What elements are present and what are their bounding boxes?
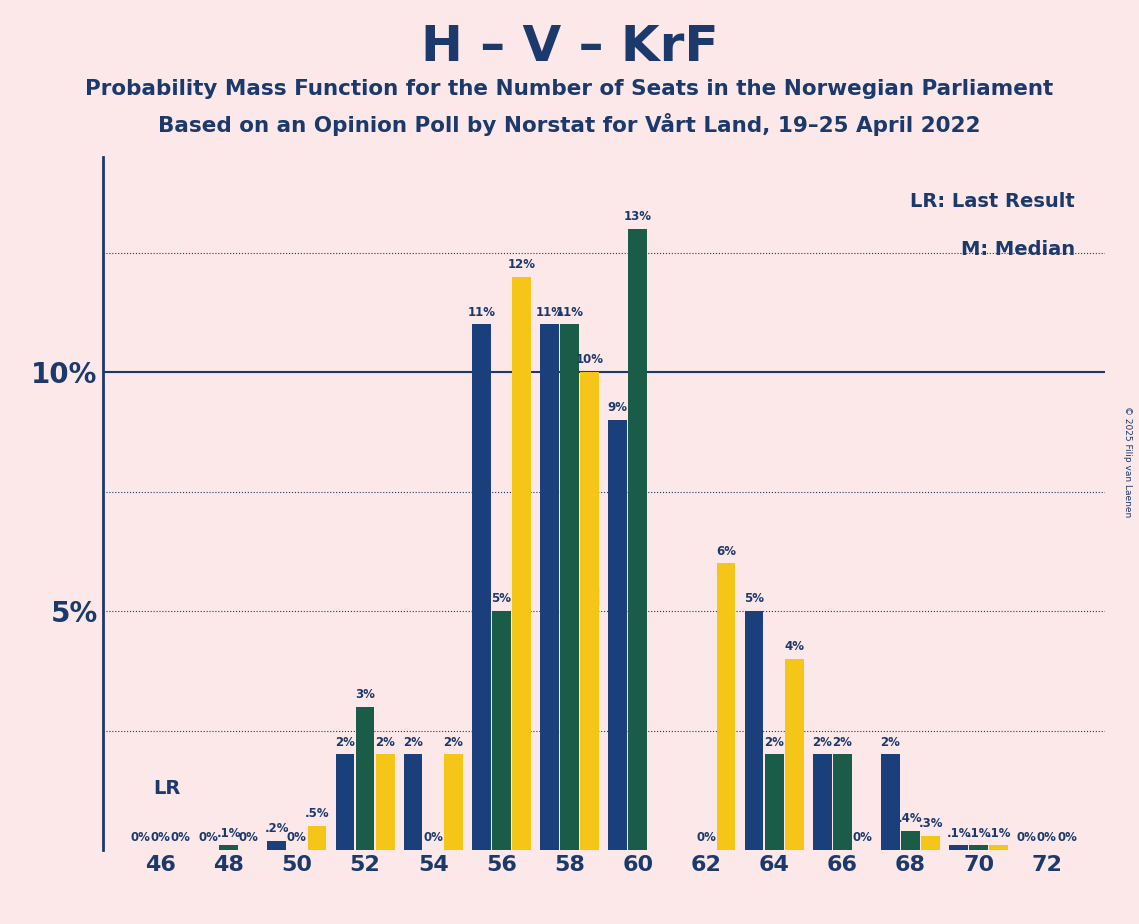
Bar [716, 564, 736, 850]
Text: 2%: 2% [403, 736, 423, 748]
Text: 13%: 13% [624, 210, 652, 223]
Text: 0%: 0% [1057, 832, 1077, 845]
Text: .1%: .1% [947, 827, 970, 840]
Bar [580, 372, 599, 850]
Bar [949, 845, 968, 850]
Bar [308, 826, 327, 850]
Text: 2%: 2% [812, 736, 833, 748]
Bar [969, 845, 988, 850]
Text: .1%: .1% [986, 827, 1011, 840]
Bar [355, 707, 375, 850]
Text: 11%: 11% [556, 306, 583, 319]
Text: 11%: 11% [535, 306, 564, 319]
Text: M: M [577, 587, 601, 611]
Text: .1%: .1% [216, 827, 241, 840]
Bar [785, 659, 804, 850]
Text: 0%: 0% [287, 832, 306, 845]
Text: Probability Mass Function for the Number of Seats in the Norwegian Parliament: Probability Mass Function for the Number… [85, 79, 1054, 99]
Bar [540, 324, 559, 850]
Text: 3%: 3% [355, 688, 375, 701]
Bar [608, 419, 628, 850]
Bar [513, 276, 531, 850]
Text: .2%: .2% [264, 821, 289, 834]
Text: LR: Last Result: LR: Last Result [910, 192, 1075, 211]
Text: .1%: .1% [966, 827, 991, 840]
Text: 12%: 12% [508, 258, 535, 271]
Text: 2%: 2% [443, 736, 464, 748]
Bar [764, 755, 784, 850]
Text: 6%: 6% [716, 544, 736, 557]
Text: 9%: 9% [607, 401, 628, 414]
Text: 0%: 0% [1017, 832, 1036, 845]
Text: .5%: .5% [304, 808, 329, 821]
Text: 0%: 0% [696, 832, 716, 845]
Text: 5%: 5% [744, 592, 764, 605]
Text: .3%: .3% [918, 817, 943, 830]
Bar [376, 755, 394, 850]
Text: 0%: 0% [150, 832, 171, 845]
Text: 11%: 11% [467, 306, 495, 319]
Text: 0%: 0% [1036, 832, 1057, 845]
Bar [492, 611, 510, 850]
Bar [336, 755, 354, 850]
Text: 4%: 4% [785, 640, 804, 653]
Bar [560, 324, 579, 850]
Bar [268, 841, 286, 850]
Bar [921, 835, 940, 850]
Text: © 2025 Filip van Laenen: © 2025 Filip van Laenen [1123, 407, 1132, 517]
Text: 10%: 10% [575, 353, 604, 367]
Text: LR: LR [154, 779, 181, 797]
Bar [629, 229, 647, 850]
Text: 5%: 5% [491, 592, 511, 605]
Text: 0%: 0% [171, 832, 190, 845]
Text: 2%: 2% [833, 736, 852, 748]
Bar [220, 845, 238, 850]
Text: Based on an Opinion Poll by Norstat for Vårt Land, 19–25 April 2022: Based on an Opinion Poll by Norstat for … [158, 113, 981, 136]
Bar [813, 755, 831, 850]
Text: H – V – KrF: H – V – KrF [420, 23, 719, 71]
Text: 0%: 0% [198, 832, 219, 845]
Bar [745, 611, 763, 850]
Bar [403, 755, 423, 850]
Bar [990, 845, 1008, 850]
Bar [472, 324, 491, 850]
Text: 2%: 2% [880, 736, 900, 748]
Text: 0%: 0% [130, 832, 150, 845]
Text: 2%: 2% [764, 736, 784, 748]
Text: .4%: .4% [899, 812, 923, 825]
Bar [444, 755, 462, 850]
Bar [833, 755, 852, 850]
Text: 2%: 2% [335, 736, 355, 748]
Text: M: Median: M: Median [960, 240, 1075, 260]
Text: 2%: 2% [375, 736, 395, 748]
Text: 0%: 0% [424, 832, 443, 845]
Text: 0%: 0% [239, 832, 259, 845]
Bar [901, 831, 920, 850]
Text: 0%: 0% [852, 832, 872, 845]
Bar [880, 755, 900, 850]
